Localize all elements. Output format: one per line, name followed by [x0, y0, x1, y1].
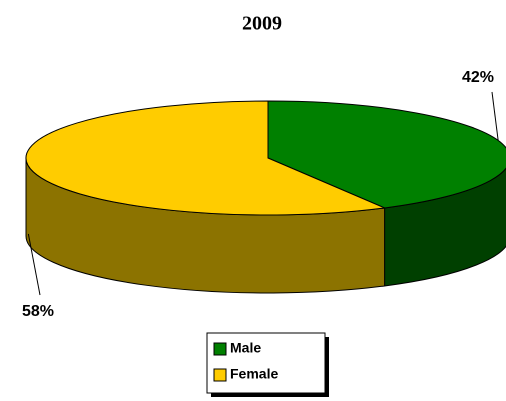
legend-label: Male	[230, 340, 261, 356]
legend-swatch	[213, 342, 227, 356]
legend-swatch	[213, 368, 227, 382]
chart-title: 2009	[242, 13, 282, 35]
data-label: 58%	[22, 303, 54, 320]
leader-line	[27, 233, 41, 296]
leader-line	[491, 91, 499, 141]
legend-label: Female	[230, 366, 278, 382]
pie-slice	[25, 100, 387, 216]
legend	[206, 332, 326, 394]
data-label: 42%	[462, 69, 494, 86]
pie-slice	[267, 100, 506, 209]
